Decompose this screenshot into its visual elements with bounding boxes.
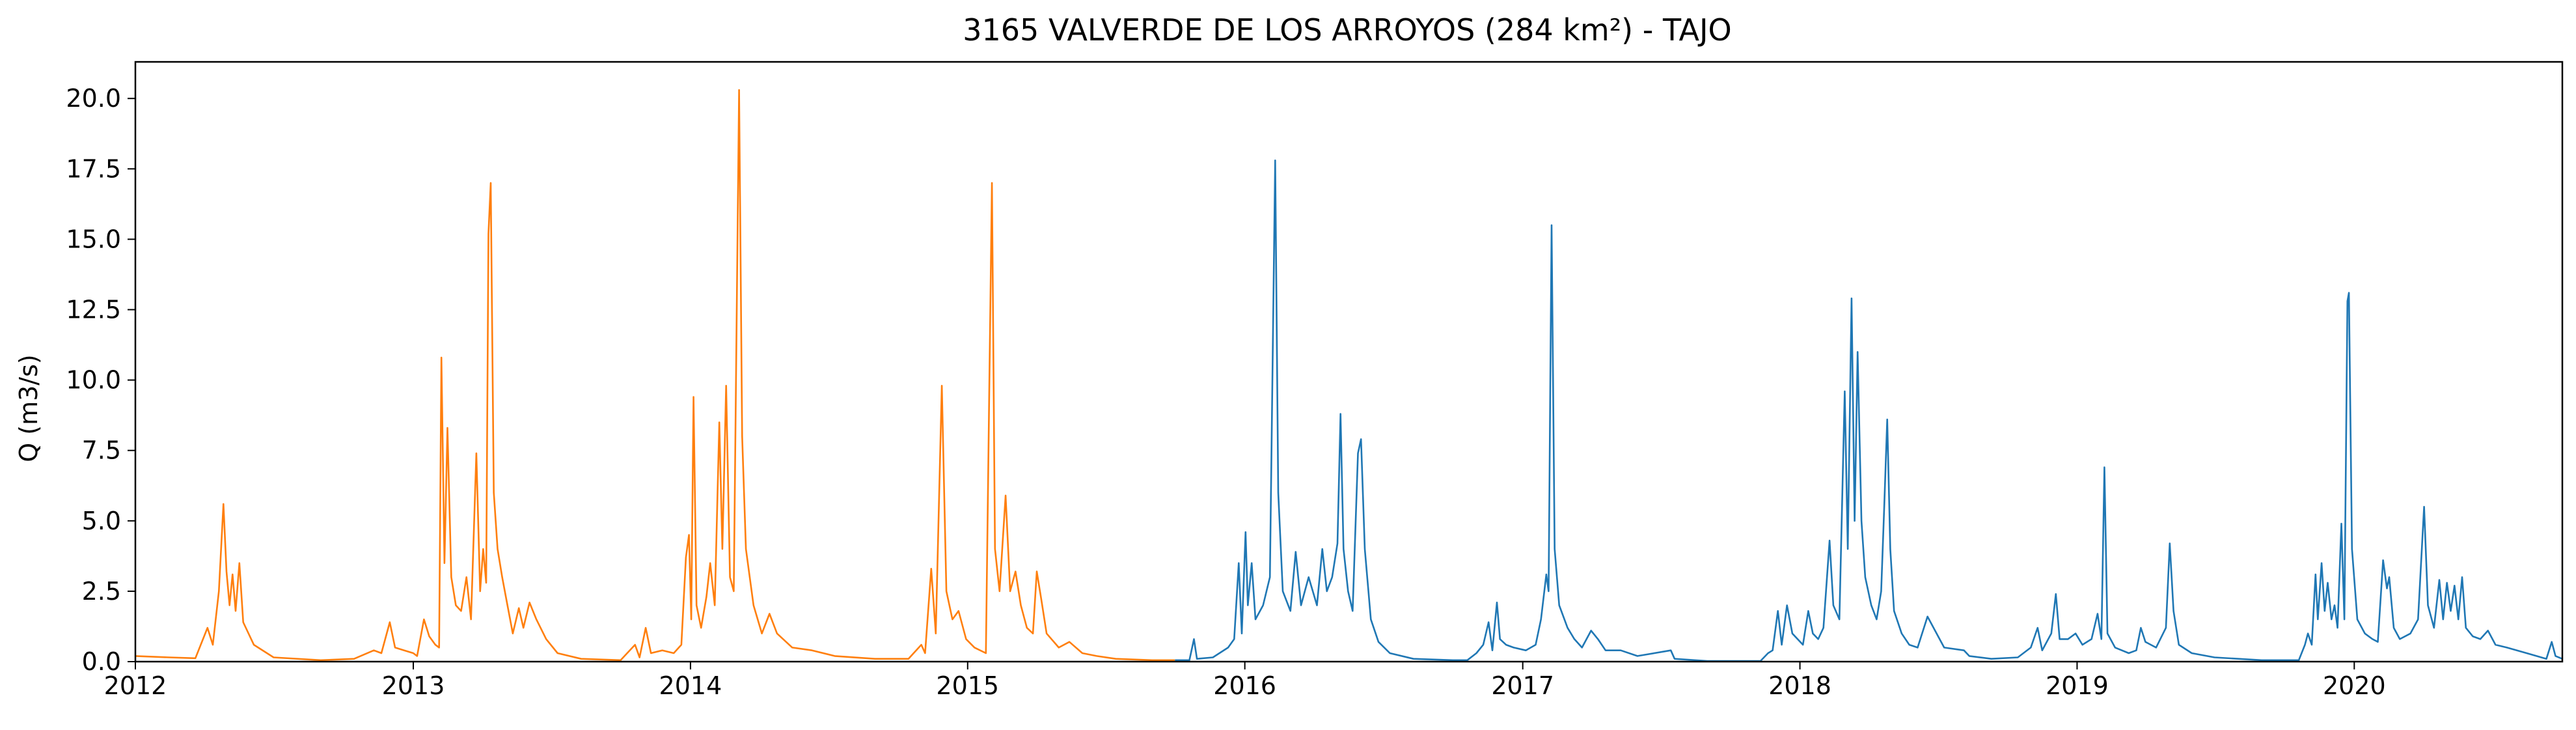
- x-tick-label-2017: 2017: [1491, 671, 1554, 700]
- series-line-1: [135, 89, 1175, 662]
- x-tick-label-2014: 2014: [659, 671, 722, 700]
- y-tick-label-0.0: 0.0: [82, 647, 121, 676]
- x-tick-label-2020: 2020: [2323, 671, 2386, 700]
- y-tick-label-12.5: 12.5: [66, 296, 121, 324]
- y-axis-label: Q (m3/s): [14, 354, 43, 462]
- y-tick-label-15.0: 15.0: [66, 225, 121, 253]
- x-tick-label-2016: 2016: [1213, 671, 1276, 700]
- y-tick-label-7.5: 7.5: [82, 436, 121, 465]
- y-tick-label-17.5: 17.5: [66, 154, 121, 183]
- x-tick-label-2018: 2018: [1768, 671, 1831, 700]
- x-tick-label-2015: 2015: [936, 671, 999, 700]
- x-tick-label-2019: 2019: [2046, 671, 2109, 700]
- y-tick-label-2.5: 2.5: [82, 577, 121, 606]
- series-layer: [135, 89, 2563, 662]
- chart-title: 3165 VALVERDE DE LOS ARROYOS (284 km²) -…: [963, 12, 1732, 48]
- y-tick-label-5.0: 5.0: [82, 507, 121, 535]
- axis-layer: 2012 2013 2014 2015 2016 2017 2018 2019 2020 0.0 2…: [66, 84, 2385, 700]
- y-tick-label-20.0: 20.0: [66, 84, 121, 113]
- x-tick-label-2013: 2013: [382, 671, 445, 700]
- plot-frame: [134, 61, 2564, 663]
- y-tick-label-10.0: 10.0: [66, 366, 121, 395]
- series-line-2: [1175, 160, 2563, 662]
- x-tick-label-2012: 2012: [104, 671, 167, 700]
